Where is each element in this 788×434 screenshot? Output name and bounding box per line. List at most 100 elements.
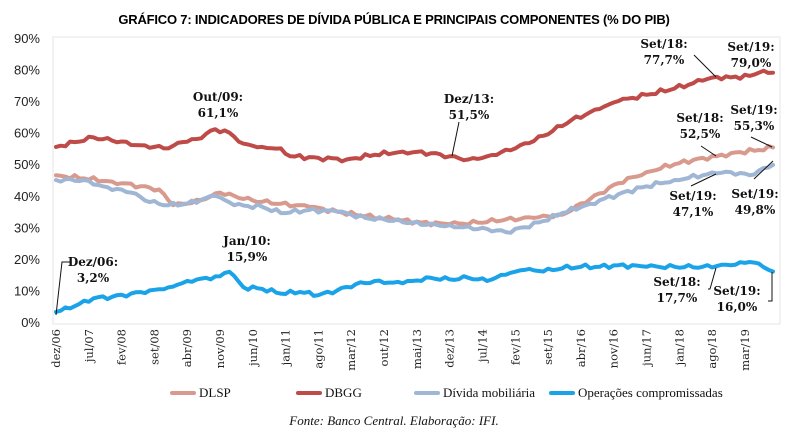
annotation-value: 51,5% <box>449 108 490 122</box>
annotation-set-19: Set/19: 55,3% <box>730 103 778 148</box>
annotation-date: Out/09: <box>193 90 243 104</box>
source-note: Fonte: Banco Central. Elaboração: IFI. <box>289 413 499 428</box>
annotation-date: Set/19: <box>731 187 778 201</box>
x-tick-label: mai/13 <box>410 329 424 369</box>
x-tick-label: dez/13 <box>443 329 457 368</box>
legend-swatch-operacoes-compromissadas <box>549 391 575 395</box>
y-tick-label: 10% <box>14 283 40 298</box>
annotation-leader-line <box>693 54 717 78</box>
legend: DLSP DBGG Dívida mobiliária Operações co… <box>0 385 788 405</box>
x-tick-label: jan/11 <box>279 329 293 367</box>
y-tick-label: 40% <box>14 189 40 204</box>
y-tick-label: 80% <box>14 63 40 78</box>
annotation-leader-line <box>451 121 460 157</box>
annotation-value: 15,9% <box>227 250 268 264</box>
annotation-dez-06: Dez/06: 3,2% <box>55 255 118 316</box>
legend-item-divida-mobiliaria[interactable]: Dívida mobiliária <box>414 385 535 401</box>
annotation-leader-line <box>55 261 70 316</box>
x-axis: dez/06 jul/07 fev/08 set/08 abr/09 nov/09 jun/… <box>49 329 752 371</box>
y-tick-label: 20% <box>14 252 40 267</box>
legend-label: Dívida mobiliária <box>443 385 536 400</box>
annotation-leader-line <box>750 136 773 148</box>
series-line-dbgg <box>54 68 775 164</box>
x-tick-label: fev/15 <box>508 329 522 365</box>
annotation-value: 55,3% <box>734 119 775 133</box>
annotation-date: Dez/13: <box>444 92 494 106</box>
legend-label: DLSP <box>199 385 231 400</box>
annotation-leader-line <box>708 267 717 290</box>
x-tick-label: nov/16 <box>607 329 621 368</box>
annotation-leader-line <box>768 272 773 302</box>
series-line-divida-mobiliaria <box>54 162 775 235</box>
legend-swatch-dbgg <box>296 391 322 395</box>
annotation-value: 61,1% <box>198 106 239 120</box>
legend-swatch-dlsp <box>170 391 196 395</box>
annotation-leader-line <box>690 173 717 187</box>
annotation-set-18: Set/18: 77,7% <box>640 37 717 78</box>
x-tick-label: jul/07 <box>82 329 96 364</box>
annotation-set-19: Set/19: 16,0% <box>713 272 773 314</box>
legend-label: Operações compromissadas <box>578 385 723 400</box>
annotation-date: Set/19: <box>730 103 777 117</box>
x-tick-label: set/08 <box>147 329 161 365</box>
annotation-value: 3,2% <box>77 271 110 285</box>
series-line-dlsp <box>54 144 775 228</box>
annotation-set-18: Set/18: 52,5% <box>676 111 724 157</box>
annotation-date: Dez/06: <box>68 255 118 269</box>
annotation-value: 79,0% <box>731 56 772 70</box>
plot-area-border <box>52 36 781 325</box>
annotation-set-19: Set/19: 49,8% <box>731 160 779 217</box>
x-tick-label: nov/09 <box>213 329 227 368</box>
annotation-value: 52,5% <box>680 127 721 141</box>
annotation-set-19: Set/19: 79,0% <box>727 40 774 70</box>
annotation-value: 16,0% <box>717 300 758 314</box>
y-tick-label: 30% <box>14 220 40 235</box>
chart-title: GRÁFICO 7: INDICADORES DE DÍVIDA PÚBLICA… <box>118 12 670 27</box>
annotation-value: 17,7% <box>657 291 698 305</box>
legend-item-dbgg[interactable]: DBGG <box>296 385 362 401</box>
annotation-set-18: Set/19: 47,1% <box>669 173 717 219</box>
annotation-value: 77,7% <box>644 53 685 67</box>
x-tick-label: mar/12 <box>344 329 358 371</box>
annotation-jan-10: Jan/10: 15,9% <box>222 234 271 264</box>
y-tick-label: 50% <box>14 157 40 172</box>
x-tick-label: abr/16 <box>574 329 588 367</box>
annotation-date: Set/18: <box>640 37 687 51</box>
y-tick-label: 0% <box>21 315 40 330</box>
annotation-date: Set/18: <box>676 111 723 125</box>
annotation-value: 49,8% <box>735 203 776 217</box>
annotation-set-18: Set/18: 17,7% <box>653 267 717 305</box>
annotation-value: 47,1% <box>673 205 714 219</box>
x-tick-label: out/12 <box>377 329 391 366</box>
x-tick-label: ago/11 <box>311 329 325 369</box>
y-tick-label: 70% <box>14 94 40 109</box>
annotation-dez-13: Dez/13: 51,5% <box>444 92 494 157</box>
legend-item-operacoes-compromissadas[interactable]: Operações compromissadas <box>549 385 723 401</box>
annotation-date: Set/19: <box>669 189 716 203</box>
annotation-date: Jan/10: <box>222 234 271 248</box>
x-tick-label: abr/09 <box>180 329 194 367</box>
x-tick-label: jun/10 <box>246 329 260 368</box>
series-line-operacoes-compromissadas <box>54 260 775 314</box>
legend-label: DBGG <box>325 385 362 400</box>
x-tick-label: jan/18 <box>672 329 686 367</box>
annotation-leader-line <box>700 145 717 157</box>
annotation-date: Set/19: <box>713 284 760 298</box>
series-lines <box>54 68 775 314</box>
x-tick-label: jul/14 <box>475 329 489 364</box>
annotations: Dez/06: 3,2% Out/09: 61,1% Jan/10: 15,9% Dez/1… <box>55 37 779 316</box>
x-tick-label: jun/17 <box>639 329 653 368</box>
annotation-date: Set/19: <box>727 40 774 54</box>
legend-swatch-divida-mobiliaria <box>414 391 440 395</box>
x-tick-label: ago/18 <box>705 329 719 369</box>
annotation-date: Set/18: <box>653 275 700 289</box>
y-tick-label: 60% <box>14 126 40 141</box>
x-tick-label: set/15 <box>541 329 555 365</box>
x-tick-label: dez/06 <box>49 329 63 368</box>
legend-item-dlsp[interactable]: DLSP <box>170 385 231 401</box>
y-tick-label: 90% <box>14 31 40 46</box>
y-axis: 0% 10% 20% 30% 40% 50% 60% 70% 80% 90% <box>14 31 40 330</box>
x-tick-label: mar/19 <box>738 329 752 371</box>
annotation-out-09: Out/09: 61,1% <box>193 90 243 120</box>
